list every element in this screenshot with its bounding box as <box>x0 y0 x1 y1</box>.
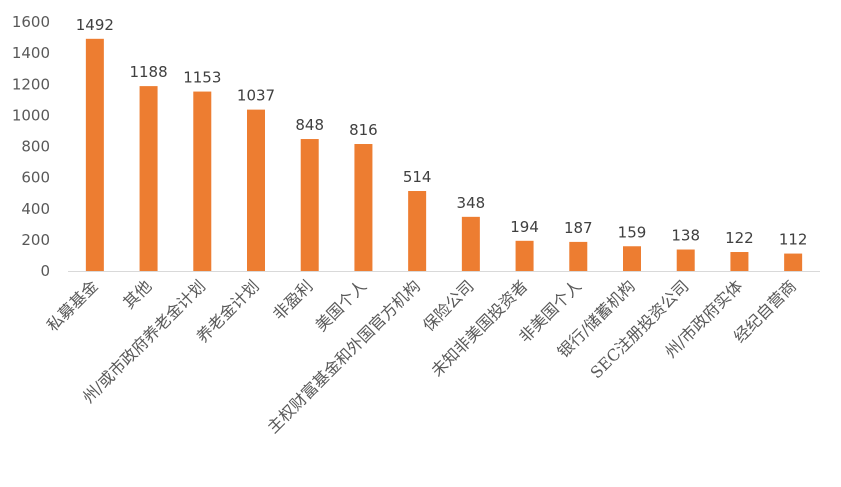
data-label: 348 <box>457 194 486 212</box>
bar <box>354 144 373 271</box>
x-tick-label: 私募基金 <box>43 276 102 335</box>
data-label: 1037 <box>237 87 275 105</box>
data-label: 848 <box>295 116 324 134</box>
bar <box>730 252 749 271</box>
data-label: 187 <box>564 219 593 237</box>
y-tick-label: 1000 <box>12 106 50 124</box>
bar <box>85 38 104 272</box>
y-tick-label: 1600 <box>12 13 50 31</box>
bar <box>461 216 480 271</box>
x-tick-label: SEC注册投资公司 <box>587 276 693 382</box>
data-labels-group: 1492 1188 1153 1037 848 816 514 348 194 187 159 138… <box>76 16 808 249</box>
bar <box>139 86 158 272</box>
bar <box>515 240 534 271</box>
y-tick-label: 400 <box>21 200 50 218</box>
data-label: 159 <box>618 223 647 241</box>
y-axis-ticks: 0 200 400 600 800 1000 1200 1400 1600 <box>12 13 50 280</box>
bar <box>784 253 803 271</box>
x-tick-label: 其他 <box>119 276 155 312</box>
y-tick-label: 0 <box>40 262 50 280</box>
data-label: 194 <box>510 218 539 236</box>
data-label: 138 <box>671 227 700 245</box>
data-label: 1492 <box>76 16 114 34</box>
data-label: 112 <box>779 231 808 249</box>
bar <box>676 249 695 271</box>
x-tick-label: 非盈利 <box>269 276 316 323</box>
y-tick-label: 1400 <box>12 44 50 62</box>
y-tick-label: 1200 <box>12 75 50 93</box>
bar <box>623 246 641 271</box>
bars-group <box>85 38 803 272</box>
data-label: 514 <box>403 168 432 186</box>
data-label: 816 <box>349 121 378 139</box>
bar <box>193 91 212 271</box>
y-tick-label: 200 <box>21 231 50 249</box>
bar <box>408 191 427 271</box>
bar <box>569 241 588 271</box>
bar <box>247 109 265 271</box>
data-label: 122 <box>725 229 754 247</box>
data-label: 1153 <box>183 69 221 87</box>
y-tick-label: 600 <box>21 169 50 187</box>
bar <box>300 139 319 271</box>
x-tick-label: 未知非美国投资者 <box>427 276 531 380</box>
y-tick-label: 800 <box>21 138 50 156</box>
data-label: 1188 <box>129 63 167 81</box>
